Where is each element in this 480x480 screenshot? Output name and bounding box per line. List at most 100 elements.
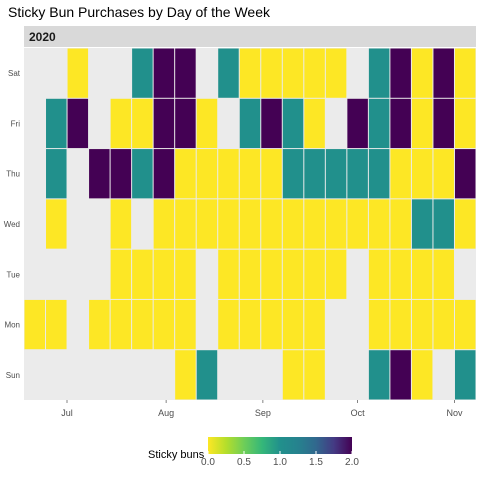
heatmap-cell-fri-w4 — [110, 98, 132, 149]
heatmap-cell-fri-w6 — [153, 98, 175, 149]
heatmap-cell-wed-w19 — [433, 199, 454, 249]
heatmap-cell-wed-w14 — [325, 199, 347, 249]
heatmap-cell-mon-w19 — [433, 299, 454, 350]
heatmap-cell-wed-w6 — [153, 199, 175, 249]
heatmap-cell-thu-w16 — [368, 149, 390, 199]
heatmap-cell-fri-w5 — [132, 98, 153, 149]
heatmap-cell-thu-w17 — [390, 149, 411, 199]
heatmap-cell-fri-w20 — [454, 98, 476, 149]
heatmap-cell-wed-w13 — [304, 199, 325, 249]
heatmap-cell-wed-w15 — [347, 199, 368, 249]
x-tick-label-aug: Aug — [158, 408, 174, 418]
heatmap-cell-wed-w11 — [261, 199, 282, 249]
heatmap-cell-tue-w19 — [433, 249, 454, 299]
heatmap-cell-wed-w4 — [110, 199, 132, 249]
heatmap-cell-fri-w18 — [411, 98, 433, 149]
heatmap-cell-fri-w10 — [239, 98, 261, 149]
heatmap-cell-tue-w18 — [411, 249, 433, 299]
heatmap-cell-sat-w19 — [433, 48, 454, 98]
heatmap-cell-mon-w12 — [282, 299, 304, 350]
heatmap-cell-tue-w12 — [282, 249, 304, 299]
y-tick-label-wed: Wed — [4, 220, 20, 229]
heatmap-cell-sat-w12 — [282, 48, 304, 98]
legend-tick-label: 1.0 — [273, 457, 287, 468]
heatmap-cell-mon-w20 — [454, 299, 476, 350]
heatmap-cell-mon-w13 — [304, 299, 325, 350]
heatmap-cell-fri-w8 — [196, 98, 218, 149]
heatmap-cell-tue-w16 — [368, 249, 390, 299]
facet-label: 2020 — [29, 30, 56, 44]
heatmap-cell-mon-w4 — [110, 299, 132, 350]
heatmap-cell-thu-w14 — [325, 149, 347, 199]
heatmap-cell-mon-w10 — [239, 299, 261, 350]
heatmap-cell-wed-w16 — [368, 199, 390, 249]
heatmap-cell-sun-w7 — [175, 350, 196, 400]
heatmap-cell-tue-w10 — [239, 249, 261, 299]
heatmap-cell-thu-w7 — [175, 149, 196, 199]
heatmap-cell-mon-w16 — [368, 299, 390, 350]
heatmap-cell-fri-w2 — [67, 98, 89, 149]
heatmap-cell-tue-w5 — [132, 249, 153, 299]
heatmap-cell-fri-w17 — [390, 98, 411, 149]
heatmap-cell-fri-w1 — [46, 98, 67, 149]
y-axis: Sun Mon Tue Wed Thu Fri Sat — [4, 69, 21, 380]
heatmap-cell-wed-w10 — [239, 199, 261, 249]
heatmap-cell-wed-w18 — [411, 199, 433, 249]
x-tick-label-sep: Sep — [255, 408, 271, 418]
heatmap-cell-wed-w17 — [390, 199, 411, 249]
heatmap-cell-thu-w5 — [132, 149, 153, 199]
heatmap-cell-sat-w9 — [218, 48, 239, 98]
heatmap-cell-sat-w20 — [454, 48, 476, 98]
heatmap-cell-sat-w17 — [390, 48, 411, 98]
heatmap-cell-mon-w17 — [390, 299, 411, 350]
heatmap-cell-thu-w12 — [282, 149, 304, 199]
y-tick-label-tue: Tue — [7, 270, 21, 279]
y-tick-label-sat: Sat — [8, 69, 21, 78]
heatmap-cell-sat-w2 — [67, 48, 89, 98]
heatmap-cell-sat-w13 — [304, 48, 325, 98]
heatmap-cell-sun-w12 — [282, 350, 304, 400]
legend-tick-label: 0.5 — [237, 457, 251, 468]
heatmap-cell-sat-w6 — [153, 48, 175, 98]
legend-tick-label: 0.0 — [201, 457, 215, 468]
heatmap-cell-tue-w7 — [175, 249, 196, 299]
heatmap-cell-tue-w13 — [304, 249, 325, 299]
x-tick-label-jul: Jul — [61, 408, 73, 418]
heatmap-cell-sun-w18 — [411, 350, 433, 400]
heatmap-cell-wed-w9 — [218, 199, 239, 249]
heatmap-cell-thu-w11 — [261, 149, 282, 199]
x-axis: Jul Aug Sep Oct Nov — [61, 400, 463, 418]
heatmap-cells — [24, 48, 476, 400]
heatmap-cell-mon-w0 — [24, 299, 46, 350]
facet-strip — [24, 26, 476, 47]
y-tick-label-thu: Thu — [6, 170, 20, 179]
heatmap-cell-tue-w4 — [110, 249, 132, 299]
heatmap-cell-fri-w16 — [368, 98, 390, 149]
heatmap-cell-sat-w11 — [261, 48, 282, 98]
heatmap-cell-mon-w6 — [153, 299, 175, 350]
heatmap-cell-mon-w18 — [411, 299, 433, 350]
x-tick-label-oct: Oct — [351, 408, 366, 418]
heatmap-cell-mon-w9 — [218, 299, 239, 350]
legend-tick-label: 2.0 — [345, 457, 359, 468]
heatmap-cell-fri-w19 — [433, 98, 454, 149]
heatmap-cell-sun-w17 — [390, 350, 411, 400]
legend-colorbar — [208, 437, 352, 454]
legend: Sticky buns 0.0 0.5 1.0 1.5 2.0 — [148, 437, 359, 468]
x-tick-label-nov: Nov — [446, 408, 463, 418]
chart-title: Sticky Bun Purchases by Day of the Week — [8, 4, 271, 20]
legend-title: Sticky buns — [148, 449, 205, 461]
heatmap-cell-thu-w20 — [454, 149, 476, 199]
heatmap-cell-mon-w11 — [261, 299, 282, 350]
heatmap-cell-tue-w9 — [218, 249, 239, 299]
heatmap-cell-fri-w13 — [304, 98, 325, 149]
y-tick-label-mon: Mon — [4, 321, 20, 330]
heatmap-cell-fri-w15 — [347, 98, 368, 149]
heatmap-cell-wed-w8 — [196, 199, 218, 249]
heatmap-cell-sun-w16 — [368, 350, 390, 400]
heatmap-cell-mon-w5 — [132, 299, 153, 350]
heatmap-cell-fri-w11 — [261, 98, 282, 149]
heatmap-cell-mon-w7 — [175, 299, 196, 350]
heatmap-cell-tue-w11 — [261, 249, 282, 299]
